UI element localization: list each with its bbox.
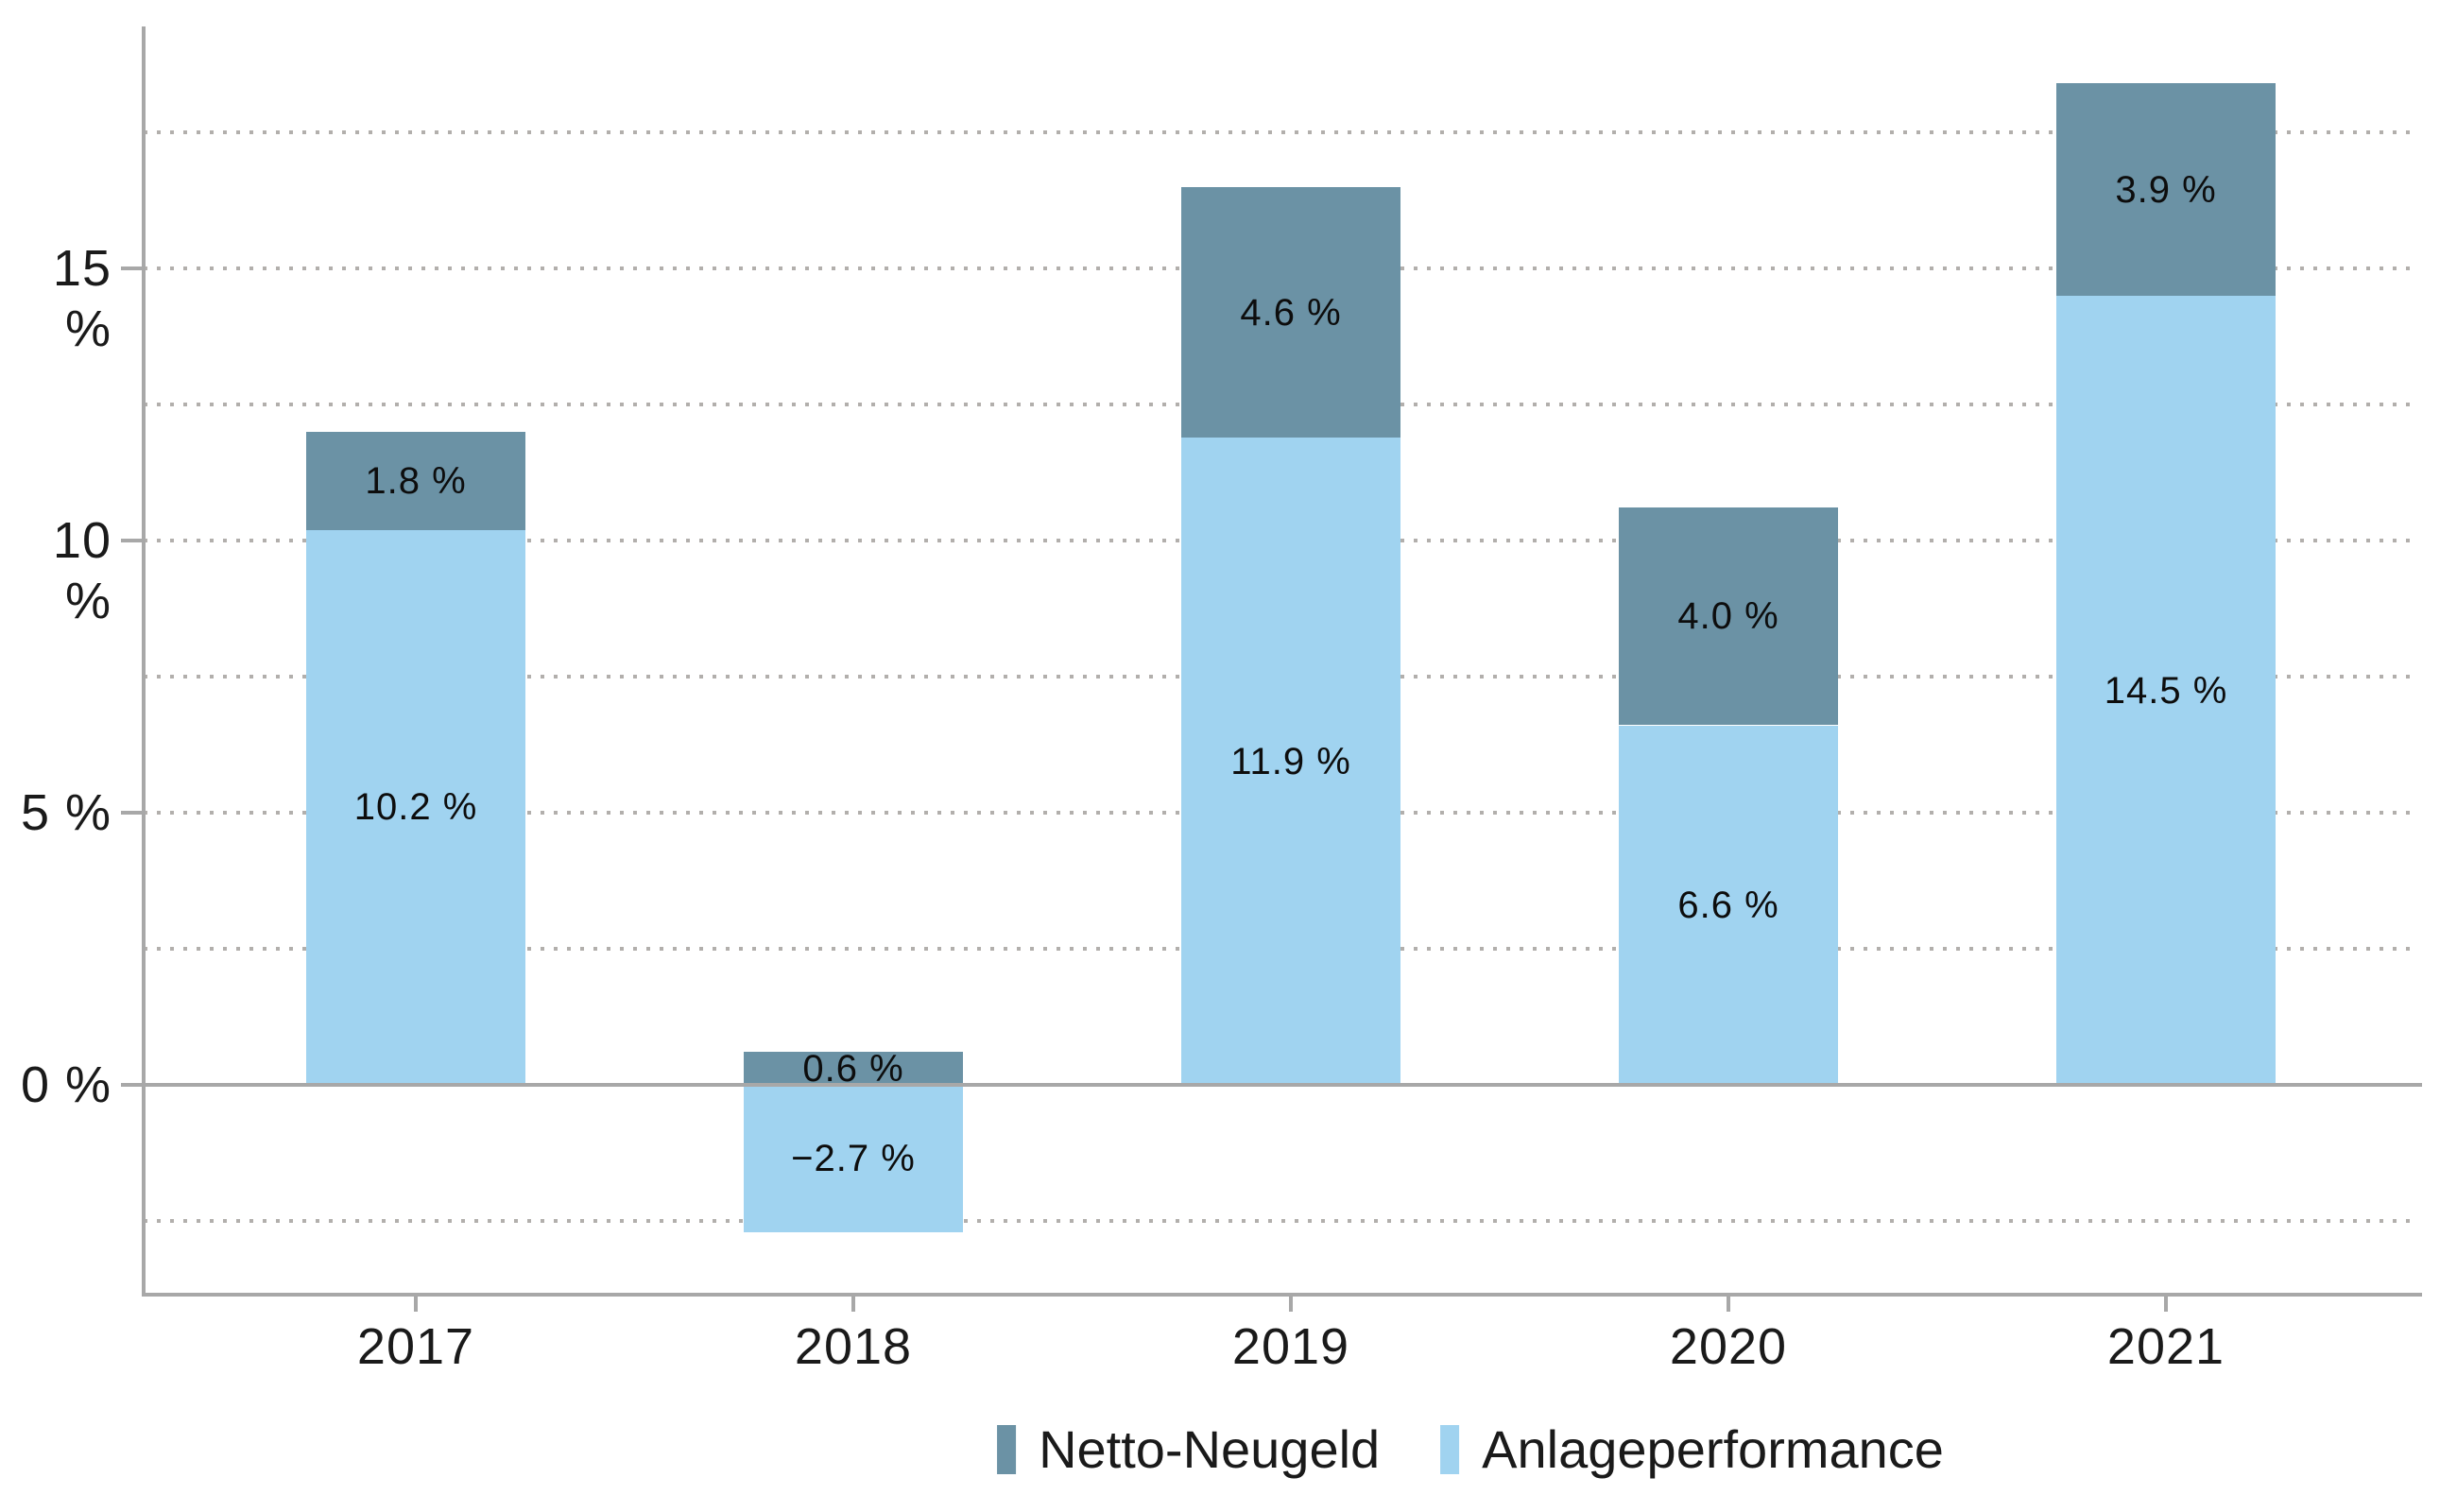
x-tick-2020 bbox=[1727, 1297, 1730, 1312]
legend-item-Netto-Neugeld: Netto-Neugeld bbox=[997, 1423, 1380, 1476]
x-label-2019: 2019 bbox=[1231, 1318, 1350, 1375]
y-tick-10 bbox=[121, 539, 144, 542]
x-label-2017: 2017 bbox=[356, 1318, 475, 1375]
x-tick-2017 bbox=[414, 1297, 418, 1312]
legend-swatch-icon bbox=[1440, 1425, 1460, 1474]
bar-segment-2021-Anlageperformance bbox=[2056, 296, 2276, 1085]
x-tick-2019 bbox=[1289, 1297, 1293, 1312]
bar-value-label: 3.9 % bbox=[2115, 168, 2217, 211]
bar-value-label: 10.2 % bbox=[353, 786, 478, 828]
bar-segment-2017-Netto-Neugeld bbox=[306, 432, 525, 530]
x-label-2020: 2020 bbox=[1669, 1318, 1788, 1375]
legend: Netto-Neugeld Anlageperformance bbox=[997, 1423, 1944, 1476]
y-tick-label: 15 % bbox=[52, 240, 112, 357]
legend-label: Netto-Neugeld bbox=[1039, 1419, 1381, 1479]
bar-segment-2017-Anlageperformance bbox=[306, 529, 525, 1085]
bar-value-label: 4.6 % bbox=[1240, 291, 1342, 334]
bar-value-label: 4.0 % bbox=[1677, 595, 1779, 637]
bar-value-label: −2.7 % bbox=[791, 1138, 916, 1179]
x-label-2018: 2018 bbox=[794, 1318, 913, 1375]
legend-item-Anlageperformance: Anlageperformance bbox=[1440, 1423, 1944, 1476]
legend-label: Anlageperformance bbox=[1482, 1419, 1944, 1479]
bar-segment-2019-Netto-Neugeld bbox=[1181, 187, 1400, 438]
bar-segment-2019-Anlageperformance bbox=[1181, 438, 1400, 1085]
y-tick-15 bbox=[121, 266, 144, 270]
y-tick-label: 10 % bbox=[52, 512, 112, 629]
bar-value-label: 14.5 % bbox=[2104, 669, 2228, 712]
gridline--2.5 bbox=[144, 1219, 2414, 1223]
x-label-2021: 2021 bbox=[2106, 1318, 2225, 1375]
zero-line bbox=[144, 1083, 2422, 1087]
bar-segment-2018-Netto-Neugeld bbox=[744, 1052, 963, 1085]
bar-segment-2021-Netto-Neugeld bbox=[2056, 83, 2276, 296]
y-tick-label: 5 % bbox=[20, 784, 112, 841]
bar-value-label: 1.8 % bbox=[365, 460, 467, 502]
bar-value-label: 11.9 % bbox=[1230, 740, 1351, 782]
bar-segment-2018-Anlageperformance bbox=[744, 1085, 963, 1232]
x-tick-2021 bbox=[2164, 1297, 2168, 1312]
y-tick-5 bbox=[121, 811, 144, 815]
bar-value-label: 6.6 % bbox=[1677, 885, 1779, 926]
y-tick-0 bbox=[121, 1083, 144, 1087]
bar-segment-2020-Netto-Neugeld bbox=[1619, 507, 1838, 725]
y-axis-line bbox=[142, 26, 146, 1297]
y-tick-label: 0 % bbox=[20, 1057, 112, 1113]
bar-segment-2020-Anlageperformance bbox=[1619, 726, 1838, 1085]
bar-value-label: 0.6 % bbox=[802, 1047, 904, 1090]
x-tick-2018 bbox=[851, 1297, 855, 1312]
gridline-17.5 bbox=[144, 130, 2414, 134]
x-axis-line bbox=[142, 1293, 2422, 1297]
legend-swatch-icon bbox=[997, 1425, 1017, 1474]
